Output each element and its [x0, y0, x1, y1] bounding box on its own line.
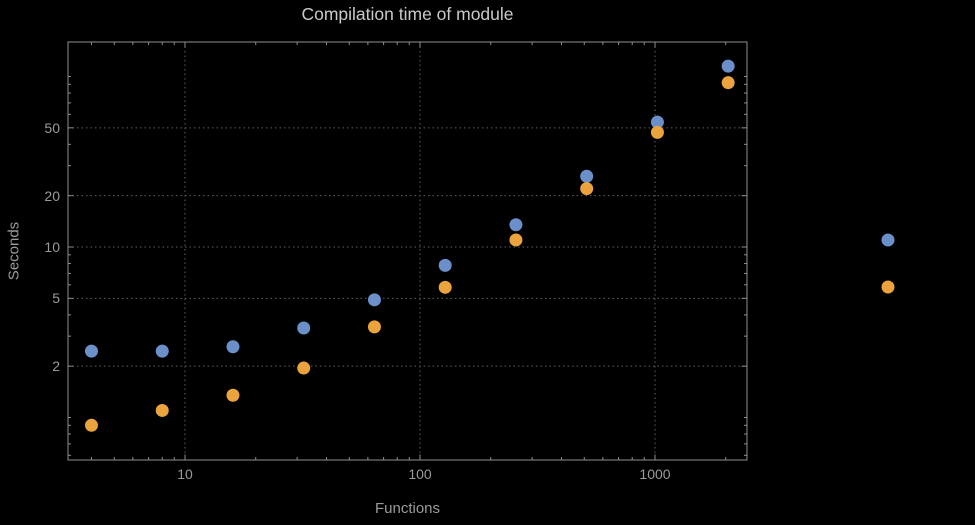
x-tick-label: 100 — [408, 466, 432, 482]
plot-frame — [67, 41, 748, 461]
y-tick-label: 5 — [52, 290, 60, 307]
data-point-series-1 — [509, 218, 523, 232]
x-tick-label: 1000 — [639, 466, 671, 482]
data-point-series-2 — [721, 76, 735, 90]
legend-marker-2 — [881, 280, 895, 294]
data-point-series-1 — [367, 293, 381, 307]
data-point-series-1 — [721, 59, 735, 73]
data-point-series-1 — [297, 321, 311, 335]
data-point-series-1 — [84, 344, 98, 358]
legend-marker-1 — [881, 233, 895, 247]
data-point-series-1 — [155, 344, 169, 358]
y-tick-label: 50 — [44, 119, 60, 136]
data-point-series-2 — [84, 418, 98, 432]
x-tick-label: 10 — [177, 466, 193, 482]
data-point-series-1 — [650, 115, 664, 129]
y-tick-label: 2 — [52, 358, 60, 375]
chart-title: Compilation time of module — [301, 4, 514, 24]
data-point-series-2 — [509, 233, 523, 247]
data-point-series-2 — [580, 182, 594, 196]
data-point-series-1 — [438, 258, 452, 272]
y-tick-label: 10 — [44, 239, 60, 255]
data-point-series-2 — [226, 388, 240, 402]
data-point-series-1 — [580, 169, 594, 183]
data-point-series-2 — [297, 361, 311, 375]
data-point-series-2 — [650, 125, 664, 139]
data-point-series-1 — [226, 340, 240, 354]
data-point-series-2 — [438, 280, 452, 294]
y-tick-label: 20 — [44, 187, 60, 204]
x-axis-label: Functions — [374, 500, 441, 517]
data-point-series-2 — [155, 403, 169, 417]
data-point-series-2 — [367, 320, 381, 334]
